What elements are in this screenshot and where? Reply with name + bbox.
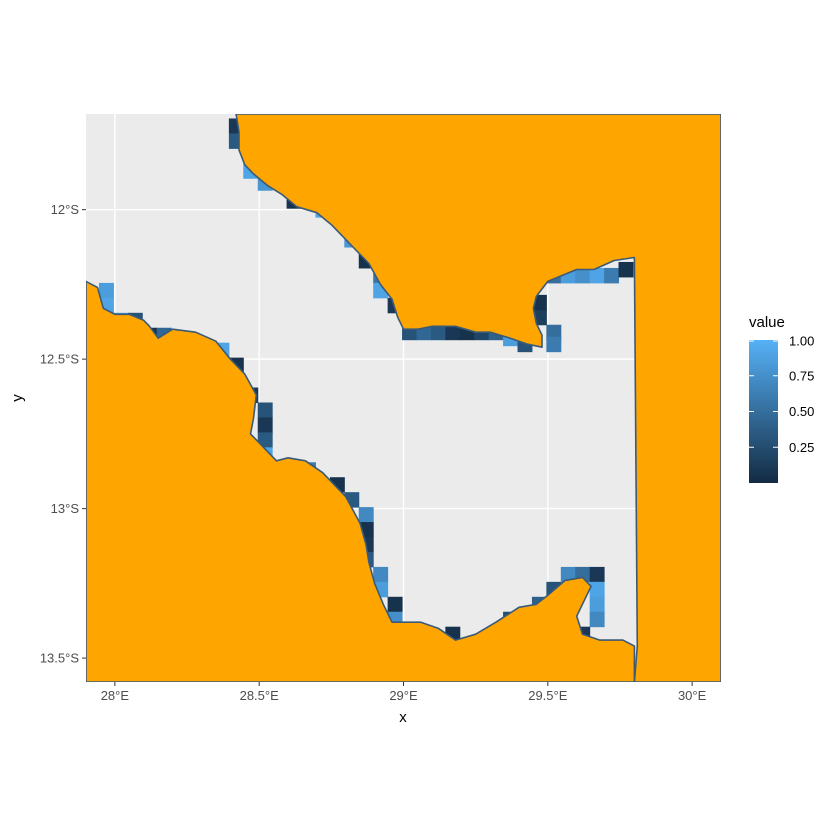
x-tick-label: 29.5°E [528, 688, 568, 703]
y-axis: 12°S 12.5°S 13°S 13.5°S [40, 202, 86, 666]
x-tick-label: 29°E [389, 688, 418, 703]
raster-cell [589, 566, 605, 583]
y-tick-label: 12°S [51, 202, 80, 217]
raster-cell [430, 324, 446, 341]
land-north [235, 114, 721, 682]
legend-tick-label: 0.75 [789, 368, 814, 383]
y-tick-label: 13.5°S [40, 651, 80, 666]
legend-ticks: 0.25 0.50 0.75 1.00 [749, 334, 814, 455]
x-tick-label: 30°E [678, 688, 707, 703]
raster-cell [618, 261, 634, 278]
land-south [86, 280, 636, 682]
y-axis-title: y [9, 394, 26, 402]
map-layers [86, 114, 721, 682]
raster-cell [445, 324, 461, 341]
raster-cell [546, 336, 562, 353]
raster-cell [604, 267, 620, 284]
raster-cell [373, 566, 389, 583]
legend-title: value [749, 314, 785, 331]
x-tick-label: 28.5°E [240, 688, 280, 703]
x-tick-label: 28°E [101, 688, 130, 703]
raster-cell [546, 324, 562, 341]
raster-cell [257, 402, 273, 418]
raster-cell [98, 282, 114, 299]
y-tick-label: 13°S [51, 501, 80, 516]
legend-tick-label: 0.25 [789, 440, 814, 455]
x-axis-title: x [399, 709, 407, 726]
raster-cell [257, 417, 273, 433]
raster-cell [589, 611, 605, 628]
x-axis: 28°E 28.5°E 29°E 29.5°E 30°E [101, 682, 707, 703]
legend-tick-label: 0.50 [789, 404, 814, 419]
raster-cell [589, 596, 605, 613]
raster-cell [257, 432, 273, 448]
raster-cell [358, 507, 374, 523]
y-tick-label: 12.5°S [40, 352, 80, 367]
raster-cell [589, 267, 605, 284]
legend: value 0.25 0.50 0.75 1.00 [749, 314, 814, 483]
raster-cell [387, 596, 403, 613]
raster-cell [589, 581, 605, 598]
raster-cell [575, 267, 591, 284]
legend-tick-label: 1.00 [789, 334, 814, 349]
